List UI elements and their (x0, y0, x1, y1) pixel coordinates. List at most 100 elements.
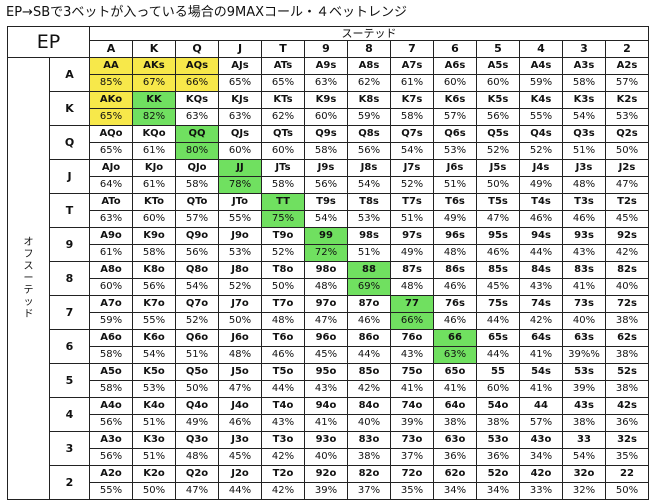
equity-cell-Q2s: 50% (605, 142, 649, 160)
equity-cell-T3s: 46% (562, 210, 606, 228)
hand-cell-94o: 94o (304, 397, 348, 415)
hand-cell-A4s: A4s (519, 57, 563, 75)
row-header-Q: Q (49, 125, 90, 160)
hand-cell-AJo: AJo (89, 159, 133, 177)
hand-cell-74o: 74o (390, 397, 434, 415)
equity-cell-87o: 46% (347, 312, 391, 330)
equity-cell-T2s: 45% (605, 210, 649, 228)
equity-cell-K7o: 55% (132, 312, 176, 330)
equity-cell-72s: 38% (605, 312, 649, 330)
equity-cell-K3o: 51% (132, 448, 176, 466)
hand-cell-85s: 85s (476, 261, 520, 279)
equity-cell-K9s: 60% (304, 108, 348, 126)
column-header-A: A (89, 40, 133, 58)
equity-cell-K4o: 51% (132, 414, 176, 432)
hand-row: 9 A9o K9o Q9o J9o T9o 99 98s 97s 96s 95s 94s 93s 92s (8, 227, 649, 262)
column-header-2: 2 (605, 40, 649, 58)
hand-cell-75o: 75o (390, 363, 434, 381)
equity-cell-74o: 39% (390, 414, 434, 432)
hand-cell-95o: 95o (304, 363, 348, 381)
hand-cell-65s: 65s (476, 329, 520, 347)
equity-cell-A8s: 62% (347, 74, 391, 92)
equity-cell-J9o: 53% (218, 244, 262, 262)
hand-cell-TT: TT (261, 193, 305, 211)
hand-cell-84s: 84s (519, 261, 563, 279)
hand-cell-T2o: T2o (261, 465, 305, 483)
hand-cell-K7s: K7s (390, 91, 434, 109)
hand-cell-QQ: QQ (175, 125, 219, 143)
offsuit-label-char: ス (23, 260, 34, 272)
equity-cell-64s: 41% (519, 346, 563, 364)
hand-cell-Q5s: Q5s (476, 125, 520, 143)
hand-cell-93s: 93s (562, 227, 606, 245)
hand-row: 7 A7o K7o Q7o J7o T7o 97o 87o 77 76s 75s 74s 73s 72s (8, 295, 649, 330)
hand-cell-84o: 84o (347, 397, 391, 415)
column-header-4: 4 (519, 40, 563, 58)
hand-cell-AQs: AQs (175, 57, 219, 75)
equity-cell-99: 72% (304, 244, 348, 262)
hand-cell-A3s: A3s (562, 57, 606, 75)
hand-cell-76o: 76o (390, 329, 434, 347)
hand-cell-42s: 42s (605, 397, 649, 415)
hand-cell-A9s: A9s (304, 57, 348, 75)
equity-cell-85o: 42% (347, 380, 391, 398)
equity-cell-J6o: 48% (218, 346, 262, 364)
hand-cell-72o: 72o (390, 465, 434, 483)
hand-cell-K5s: K5s (476, 91, 520, 109)
pct-row: 58% 53% 50% 47% 44% 43% 42% 41% 41% 60% 41% 39% 38% (8, 380, 649, 398)
equity-cell-73o: 37% (390, 448, 434, 466)
equity-cell-K2o: 50% (132, 482, 176, 500)
hand-cell-T4o: T4o (261, 397, 305, 415)
row-header-9: 9 (49, 227, 90, 262)
equity-cell-J9s: 56% (304, 176, 348, 194)
hand-cell-J4o: J4o (218, 397, 262, 415)
equity-cell-KJs: 63% (218, 108, 262, 126)
hand-cell-KJo: KJo (132, 159, 176, 177)
equity-cell-T5s: 47% (476, 210, 520, 228)
pct-row: 65% 82% 63% 63% 62% 60% 59% 58% 57% 56% 55% 54% 53% (8, 108, 649, 126)
equity-cell-KJo: 61% (132, 176, 176, 194)
hand-cell-Q4s: Q4s (519, 125, 563, 143)
hand-cell-Q9s: Q9s (304, 125, 348, 143)
equity-cell-76o: 43% (390, 346, 434, 364)
equity-cell-AKs: 67% (132, 74, 176, 92)
hand-cell-KJs: KJs (218, 91, 262, 109)
equity-cell-J3s: 48% (562, 176, 606, 194)
hand-cell-J3o: J3o (218, 431, 262, 449)
row-header-A: A (49, 57, 90, 92)
hand-cell-Q6o: Q6o (175, 329, 219, 347)
equity-cell-JJ: 78% (218, 176, 262, 194)
pct-row: 61% 58% 56% 53% 52% 72% 51% 49% 48% 46% 44% 43% 42% (8, 244, 649, 262)
equity-cell-KTo: 60% (132, 210, 176, 228)
hand-cell-A2o: A2o (89, 465, 133, 483)
equity-cell-54s: 41% (519, 380, 563, 398)
equity-cell-Q8s: 56% (347, 142, 391, 160)
row-header-K: K (49, 91, 90, 126)
hand-row: 3 A3o K3o Q3o J3o T3o 93o 83o 73o 63o 53o 43o 33 32s (8, 431, 649, 466)
equity-cell-J7s: 52% (390, 176, 434, 194)
offsuit-label-char: オ (23, 236, 34, 248)
equity-cell-93o: 40% (304, 448, 348, 466)
pct-row: 63% 60% 57% 55% 75% 54% 53% 51% 49% 47% 46% 46% 45% (8, 210, 649, 228)
hand-cell-K4s: K4s (519, 91, 563, 109)
column-header-6: 6 (433, 40, 477, 58)
column-header-Q: Q (175, 40, 219, 58)
hand-row: 8 A8o K8o Q8o J8o T8o 98o 88 87s 86s 85s 84s 83s 82s (8, 261, 649, 296)
equity-cell-Q6o: 51% (175, 346, 219, 364)
equity-cell-A3s: 58% (562, 74, 606, 92)
equity-cell-64o: 38% (433, 414, 477, 432)
hand-cell-Q4o: Q4o (175, 397, 219, 415)
hand-cell-T5o: T5o (261, 363, 305, 381)
hand-cell-T7s: T7s (390, 193, 434, 211)
hand-cell-A5s: A5s (476, 57, 520, 75)
hand-cell-AJs: AJs (218, 57, 262, 75)
hand-cell-T6s: T6s (433, 193, 477, 211)
equity-cell-T7o: 48% (261, 312, 305, 330)
equity-cell-55: 60% (476, 380, 520, 398)
equity-cell-K8o: 56% (132, 278, 176, 296)
hand-cell-52o: 52o (476, 465, 520, 483)
column-header-T: T (261, 40, 305, 58)
equity-cell-T3o: 42% (261, 448, 305, 466)
hand-cell-A6s: A6s (433, 57, 477, 75)
offsuit-label-char: テ (23, 284, 34, 296)
